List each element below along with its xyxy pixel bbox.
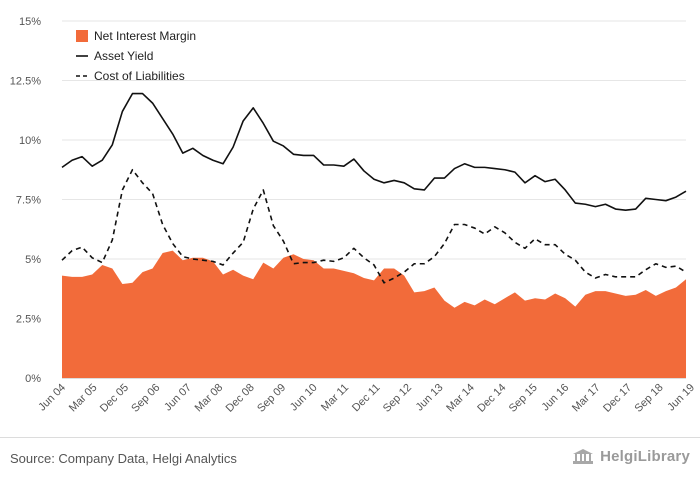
y-tick-label: 10% [19,135,41,147]
footer: Source: Company Data, Helgi Analytics He… [0,437,700,484]
x-tick-label: Sep 09 [255,382,288,415]
x-tick-label: Sep 18 [633,382,666,415]
x-tick-label: Mar 05 [67,382,100,415]
legend-label: Asset Yield [94,49,153,63]
x-tick-label: Sep 12 [381,382,414,415]
x-tick-label: Mar 11 [319,382,351,414]
x-tick-label: Mar 14 [444,382,477,415]
logo-text: HelgiLibrary [600,448,690,465]
x-tick-label: Jun 07 [162,382,194,414]
y-tick-label: 0% [25,373,41,385]
x-tick-label: Dec 17 [601,382,634,415]
line-layer [61,92,687,284]
legend-swatch-net-interest-margin [76,30,88,42]
library-building-icon [573,448,594,464]
y-tick-label: 12.5% [10,76,41,88]
x-tick-label: Dec 11 [350,382,383,415]
y-tick-label: 7.5% [16,195,41,207]
x-tick-label: Jun 13 [414,382,446,414]
source-text: Source: Company Data, Helgi Analytics [10,451,237,466]
helgi-library-logo: HelgiLibrary [572,448,690,465]
net-interest-margin-area [62,250,686,378]
x-tick-label: Sep 15 [507,382,540,415]
x-tick-label: Jun 19 [665,382,697,414]
asset-yield-line [61,92,687,212]
x-tick-label: Mar 08 [193,382,226,415]
x-tick-label: Jun 16 [539,382,571,414]
cost-of-liabilities-line [61,168,687,284]
x-tick-label: Mar 17 [570,382,603,415]
y-axis: 0% 2.5% 5% 7.5% 10% 12.5% 15% [10,16,41,385]
x-tick-label: Sep 06 [129,382,162,415]
y-tick-label: 2.5% [16,314,41,326]
legend-label: Net Interest Margin [94,29,196,43]
x-tick-label: Dec 14 [475,382,508,415]
x-tick-label: Dec 05 [98,382,131,415]
x-tick-label: Jun 04 [36,382,68,414]
x-tick-label: Dec 08 [224,382,257,415]
nim-area-layer [62,250,686,378]
y-tick-label: 5% [25,254,41,266]
x-tick-label: Jun 10 [288,382,320,414]
y-tick-label: 15% [19,16,41,28]
legend-label: Cost of Liabilities [94,69,185,83]
legend: Net Interest Margin Asset Yield Cost of Li… [76,29,196,83]
